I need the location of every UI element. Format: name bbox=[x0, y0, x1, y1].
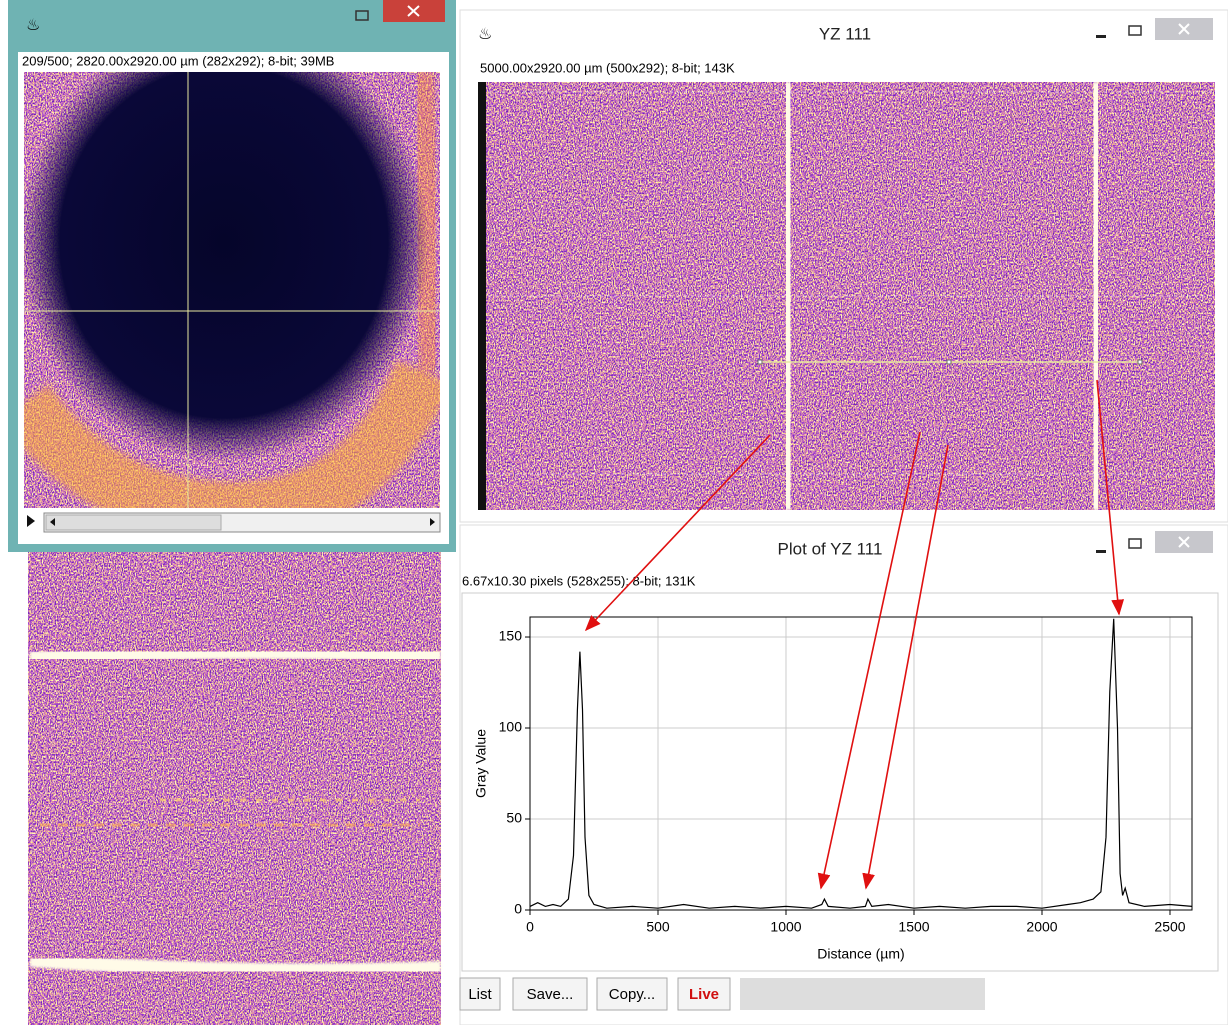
x-tick-label: 500 bbox=[646, 919, 670, 935]
window-title: YZ 111 bbox=[819, 24, 871, 43]
screen: ♨ 209/500; 2820.00x2920.00 µm (282x292);… bbox=[0, 0, 1228, 1025]
status-field bbox=[740, 978, 985, 1010]
minimize-button[interactable] bbox=[1096, 35, 1106, 38]
image-info: 5000.00x2920.00 µm (500x292); 8-bit; 143… bbox=[480, 60, 735, 75]
x-tick-label: 2000 bbox=[1026, 919, 1057, 935]
xz-image bbox=[28, 552, 441, 1025]
button-label[interactable]: Live bbox=[689, 986, 719, 1003]
x-tick-label: 1000 bbox=[770, 919, 801, 935]
image-info: 209/500; 2820.00x2920.00 µm (282x292); 8… bbox=[22, 53, 334, 68]
x-tick-label: 0 bbox=[526, 919, 534, 935]
yz-image bbox=[478, 82, 1215, 510]
y-tick-label: 100 bbox=[499, 719, 523, 735]
minimize-button[interactable] bbox=[1096, 550, 1106, 553]
plot-info: 6.67x10.30 pixels (528x255); 8-bit; 131K bbox=[462, 573, 696, 588]
page: {"windows": { "stack": {"info": "209/500… bbox=[0, 0, 1228, 1025]
x-tick-label: 1500 bbox=[898, 919, 929, 935]
app-icon: ♨ bbox=[26, 17, 40, 34]
y-axis-title: Gray Value bbox=[473, 729, 489, 798]
app-icon: ♨ bbox=[478, 26, 492, 43]
x-tick-label: 2500 bbox=[1154, 919, 1185, 935]
button-label[interactable]: Save... bbox=[527, 986, 574, 1003]
window-title: Plot of YZ 111 bbox=[778, 539, 883, 558]
scroll-thumb[interactable] bbox=[46, 515, 221, 530]
button-label[interactable]: Copy... bbox=[609, 986, 655, 1003]
yz-window: ♨ YZ 111 5000.00x2920.00 µm (500x292); 8… bbox=[460, 10, 1228, 522]
title-bar bbox=[18, 20, 449, 52]
y-tick-label: 0 bbox=[514, 901, 522, 917]
x-axis-title: Distance (µm) bbox=[817, 946, 904, 962]
stack-image bbox=[19, 22, 440, 512]
y-tick-label: 50 bbox=[506, 810, 522, 826]
stack-window: ♨ 209/500; 2820.00x2920.00 µm (282x292);… bbox=[8, 0, 456, 552]
y-tick-label: 150 bbox=[499, 628, 523, 644]
button-label[interactable]: List bbox=[468, 986, 492, 1003]
